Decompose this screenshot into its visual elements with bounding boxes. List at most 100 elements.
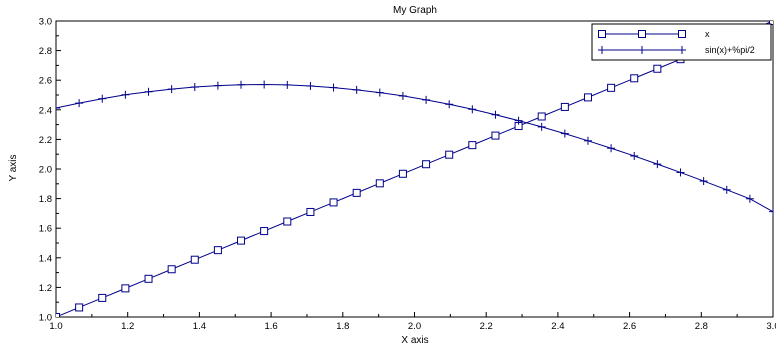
data-point: [375, 88, 384, 97]
data-point: [537, 122, 546, 131]
series-line: [56, 84, 773, 213]
data-point: [630, 151, 639, 160]
data-point: [468, 105, 477, 114]
data-point: [329, 198, 338, 207]
data-point: [352, 85, 361, 94]
data-point: [445, 100, 454, 109]
x-tick-label: 2.6: [623, 321, 636, 332]
data-point: [167, 265, 176, 274]
data-point: [583, 136, 592, 145]
series-2: [56, 80, 773, 216]
data-point: [213, 81, 222, 90]
y-tick-label: 2.2: [39, 135, 52, 146]
y-tick-label: 1.6: [39, 224, 52, 235]
y-tick-label: 1.4: [39, 253, 52, 264]
data-point: [491, 131, 500, 140]
legend-marker: [678, 46, 686, 54]
x-tick-label: 1.0: [49, 321, 62, 332]
data-point: [445, 150, 454, 159]
data-point: [607, 144, 616, 153]
data-point: [398, 169, 407, 178]
data-point: [468, 141, 477, 150]
legend-label: sin(x)+%pi/2: [705, 45, 755, 55]
data-point: [583, 93, 592, 102]
data-point: [260, 80, 269, 89]
data-point: [560, 102, 569, 111]
data-point: [167, 85, 176, 94]
legend-marker: [598, 30, 606, 38]
data-point: [190, 83, 199, 92]
data-point: [75, 99, 84, 108]
data-point: [653, 64, 662, 73]
data-point: [121, 90, 130, 99]
data-point: [283, 217, 292, 226]
data-point: [144, 274, 153, 283]
x-tick-label: 1.8: [336, 321, 349, 332]
data-point: [607, 83, 616, 92]
data-point: [745, 194, 754, 203]
data-point: [352, 188, 361, 197]
data-point: [630, 74, 639, 83]
data-point: [329, 83, 338, 92]
x-tick-label: 2.2: [480, 321, 493, 332]
x-tick-label: 3.0: [766, 321, 776, 332]
data-point: [121, 284, 130, 293]
data-point: [56, 103, 60, 112]
data-point: [306, 81, 315, 90]
data-point: [769, 21, 773, 25]
y-tick-label: 2.4: [39, 105, 52, 116]
y-tick-label: 1.8: [39, 194, 52, 205]
legend-item: sin(x)+%pi/2: [598, 45, 755, 55]
data-point: [283, 80, 292, 89]
series-line: [56, 21, 773, 317]
y-tick-label: 1.0: [39, 313, 52, 324]
data-point: [260, 227, 269, 236]
x-tick-label: 1.2: [121, 321, 134, 332]
data-point: [98, 293, 107, 302]
data-point: [514, 116, 523, 125]
data-point: [769, 207, 773, 216]
data-point: [422, 95, 431, 104]
data-point: [560, 129, 569, 138]
y-axis-title: Y axis: [8, 154, 19, 181]
x-tick-label: 2.8: [695, 321, 708, 332]
legend-marker: [638, 46, 646, 54]
data-point: [213, 246, 222, 255]
data-point: [676, 168, 685, 177]
x-tick-label: 2.0: [408, 321, 421, 332]
y-tick-label: 2.0: [39, 165, 52, 176]
data-point: [398, 91, 407, 100]
legend-marker: [678, 30, 686, 38]
data-point: [375, 179, 384, 188]
data-point: [422, 160, 431, 169]
x-axis-title: X axis: [401, 335, 428, 346]
legend-item: x: [598, 29, 710, 39]
chart-title: My Graph: [393, 5, 437, 16]
y-tick-label: 3.0: [39, 17, 52, 28]
plot-area: [56, 21, 773, 317]
data-point: [98, 94, 107, 103]
data-point: [237, 236, 246, 245]
y-tick-label: 2.8: [39, 46, 52, 57]
series-1: [56, 21, 773, 317]
x-tick-label: 1.4: [193, 321, 206, 332]
data-point: [306, 207, 315, 216]
data-point: [653, 160, 662, 169]
legend: x sin(x)+%pi/2: [591, 23, 772, 61]
x-tick-label: 1.6: [264, 321, 277, 332]
legend-marker: [638, 30, 646, 38]
data-point: [722, 185, 731, 194]
legend-marker: [598, 46, 606, 54]
y-tick-label: 1.2: [39, 283, 52, 294]
data-point: [75, 303, 84, 312]
data-point: [537, 112, 546, 121]
axes: 1.0 1.2 1.4 1.6 1.8 2.0 2.2 2.4 2.6 2.8 3.0 1.0 1.2 1…: [39, 17, 776, 333]
x-tick-label: 2.4: [551, 321, 564, 332]
data-point: [56, 313, 60, 317]
data-point: [491, 110, 500, 119]
data-point: [699, 177, 708, 186]
y-tick-label: 2.6: [39, 76, 52, 87]
data-point: [190, 255, 199, 264]
legend-label: x: [705, 29, 710, 39]
